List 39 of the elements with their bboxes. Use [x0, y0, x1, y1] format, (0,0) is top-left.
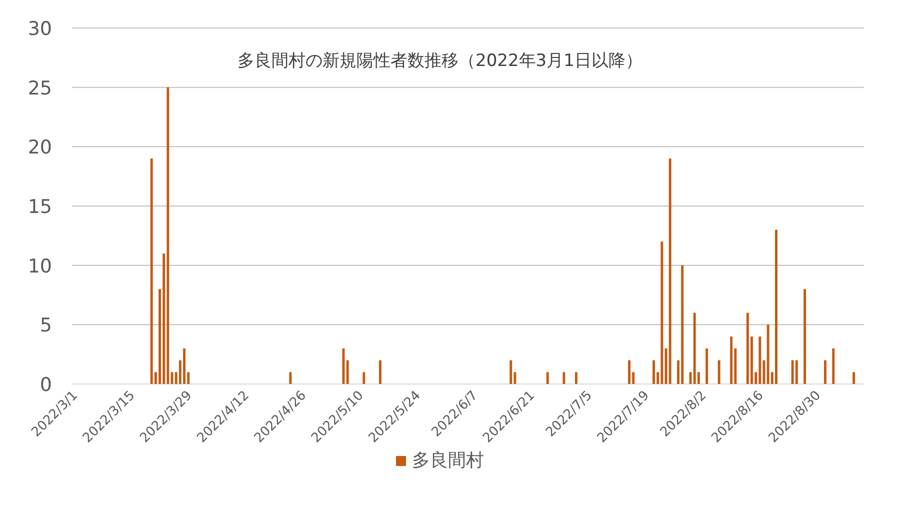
text: 多良間村の新規陽性者数推移（2022年3月1日以降） — [238, 51, 642, 71]
bar — [289, 372, 292, 384]
bar — [379, 360, 382, 384]
bar — [718, 360, 720, 384]
bar — [166, 87, 170, 384]
bar — [546, 372, 549, 384]
legend-label: 多良間村 — [412, 450, 484, 471]
bar — [668, 158, 672, 384]
bar — [652, 360, 655, 384]
bar — [693, 312, 696, 384]
bar — [766, 324, 770, 384]
bar — [804, 289, 806, 384]
bar — [346, 360, 349, 384]
y-tick-label: 10 — [28, 255, 52, 278]
bar — [150, 158, 153, 384]
y-tick-label: 0 — [40, 374, 52, 396]
y-tick-label: 25 — [28, 77, 52, 100]
bar — [574, 372, 578, 384]
y-tick-label: 5 — [40, 314, 52, 337]
bar — [362, 372, 366, 384]
bar — [706, 348, 708, 384]
bar — [562, 372, 566, 384]
bar — [510, 360, 512, 384]
bar — [758, 336, 762, 384]
bar — [791, 360, 794, 384]
bar — [795, 360, 798, 384]
y-tick-label: 30 — [28, 18, 52, 40]
bar — [824, 360, 826, 384]
y-tick-label: 20 — [28, 136, 52, 159]
bar — [730, 336, 733, 384]
bar — [628, 360, 630, 384]
bar — [775, 230, 778, 384]
bar — [660, 242, 664, 384]
bar — [681, 265, 684, 384]
y-tick-label: 15 — [28, 196, 52, 218]
bar — [852, 372, 856, 384]
bar — [832, 348, 835, 384]
bar — [746, 312, 749, 384]
bar — [183, 348, 186, 384]
